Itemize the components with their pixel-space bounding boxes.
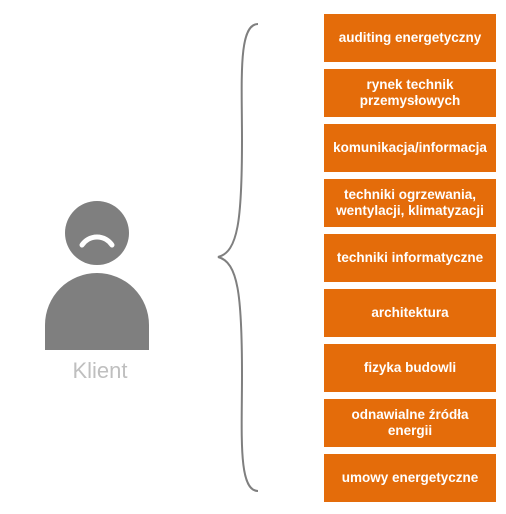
category-label: rynek technik przemysłowych xyxy=(330,77,490,109)
category-box: techniki informatyczne xyxy=(324,234,496,282)
category-list: auditing energetyczny rynek technik prze… xyxy=(324,14,496,502)
category-label: techniki ogrzewania, wentylacji, klimaty… xyxy=(330,187,490,219)
category-box: rynek technik przemysłowych xyxy=(324,69,496,117)
category-label: fizyka budowli xyxy=(364,360,456,376)
category-label: umowy energetyczne xyxy=(342,470,479,486)
category-box: fizyka budowli xyxy=(324,344,496,392)
category-box: umowy energetyczne xyxy=(324,454,496,502)
client-icon xyxy=(40,195,155,350)
brace xyxy=(210,20,270,495)
client-label: Klient xyxy=(0,358,200,384)
category-label: auditing energetyczny xyxy=(339,30,482,46)
category-box: architektura xyxy=(324,289,496,337)
client-column: Klient xyxy=(0,0,200,514)
category-label: komunikacja/informacja xyxy=(333,140,487,156)
category-box: auditing energetyczny xyxy=(324,14,496,62)
category-box: techniki ogrzewania, wentylacji, klimaty… xyxy=(324,179,496,227)
category-box: odnawialne źródła energii xyxy=(324,399,496,447)
category-label: architektura xyxy=(371,305,448,321)
category-label: techniki informatyczne xyxy=(337,250,483,266)
category-box: komunikacja/informacja xyxy=(324,124,496,172)
category-label: odnawialne źródła energii xyxy=(330,407,490,439)
